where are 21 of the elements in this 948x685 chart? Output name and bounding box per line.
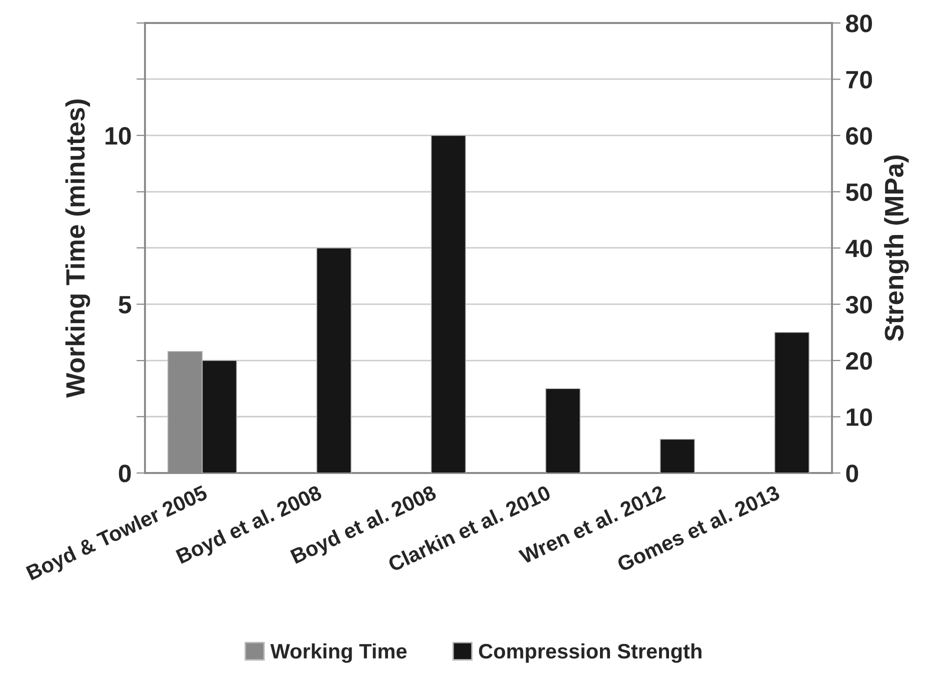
y2-tick-label: 20	[846, 352, 872, 370]
bar	[430, 135, 466, 473]
y2-axis-title: Strength (MPa)	[884, 155, 909, 342]
y2-tick-label: 0	[846, 464, 858, 482]
y-tick-label: 5	[118, 296, 132, 314]
bar	[774, 332, 810, 473]
bar	[660, 438, 696, 473]
y2-tick-label: 10	[846, 408, 872, 426]
y2-tick-label: 80	[846, 14, 872, 32]
y-axis-title: Working Time (minutes)	[65, 99, 90, 398]
y-tick-label: 0	[118, 464, 131, 482]
y2-tick-label: 60	[846, 127, 872, 145]
legend-label: Working Time	[270, 643, 407, 663]
y2-tick-label: 70	[846, 70, 872, 89]
y2-tick-label: 30	[846, 296, 872, 314]
bar	[545, 388, 581, 473]
bar	[316, 248, 352, 473]
y2-tick-label: 50	[846, 183, 872, 202]
legend-label: Compression Strength	[479, 643, 702, 663]
y2-tick-label: 40	[846, 240, 872, 258]
y-tick-label: 10	[106, 127, 131, 145]
